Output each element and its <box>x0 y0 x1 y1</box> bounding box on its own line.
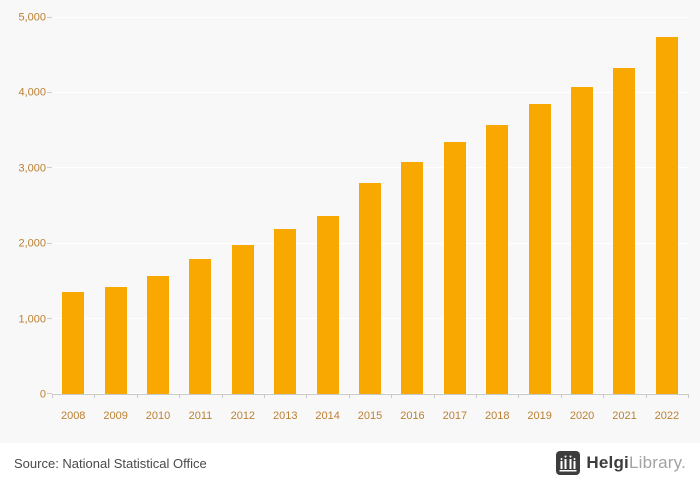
x-axis-tick <box>688 394 689 398</box>
y-tick-label: 5,000 <box>18 11 46 24</box>
x-tick-label: 2021 <box>612 410 637 422</box>
x-tick-label: 2009 <box>103 410 128 422</box>
bar-2022 <box>655 36 678 394</box>
bar-cell <box>518 18 560 394</box>
x-axis-tick <box>518 394 520 398</box>
y-axis: 0 1,000 2,000 3,000 4,000 5,000 <box>0 12 46 400</box>
bar-2010 <box>147 275 170 394</box>
gridline <box>52 92 688 94</box>
bars-container <box>52 18 688 394</box>
x-tick-label: 2019 <box>527 410 552 422</box>
bar-2018 <box>486 124 509 394</box>
bar-2021 <box>613 68 636 394</box>
footer: Source: National Statistical Office Helg… <box>0 443 700 483</box>
x-axis-tick <box>264 394 265 398</box>
x-axis: 2008 2009 2010 2011 2012 2013 2014 2015 2016 2017… <box>52 403 688 422</box>
x-tick-label: 2010 <box>145 410 171 422</box>
helgi-library-logo[interactable]: HelgiLibrary. <box>556 451 686 475</box>
x-axis-tick <box>603 394 605 398</box>
x-tick-label: 2013 <box>272 410 298 422</box>
x-axis-tick <box>179 394 181 398</box>
plot-area <box>47 17 689 398</box>
x-tick-label: 2018 <box>485 410 510 422</box>
bar-2020 <box>571 87 594 394</box>
logo-text: HelgiLibrary. <box>586 453 686 473</box>
bar-2013 <box>274 229 297 394</box>
y-axis-tick <box>47 92 52 94</box>
x-tick-label: 2016 <box>400 410 425 422</box>
bar-2016 <box>401 161 424 394</box>
x-axis-tick <box>560 394 562 398</box>
gridline <box>52 167 688 169</box>
bar-cell <box>306 18 348 394</box>
y-tick-label: 4,000 <box>18 86 46 99</box>
x-tick-label: 2014 <box>315 410 340 422</box>
x-tick-label: 2008 <box>60 410 86 422</box>
x-axis-tick <box>94 394 96 398</box>
y-axis-tick <box>47 393 52 394</box>
bar-2011 <box>189 259 212 394</box>
gridline <box>52 17 688 18</box>
helgi-logo-icon <box>556 451 581 475</box>
bar-cell <box>179 18 221 394</box>
bar-cell <box>264 18 306 394</box>
bar-cell <box>646 18 688 394</box>
x-axis-tick <box>221 394 223 398</box>
bar-cell <box>391 18 433 394</box>
bar-2009 <box>104 287 127 394</box>
bar-cell <box>476 18 518 394</box>
y-axis-tick <box>47 317 52 319</box>
x-axis-tick <box>476 394 477 398</box>
x-tick-label: 2017 <box>442 410 468 422</box>
x-axis-tick <box>52 394 53 398</box>
bar-2015 <box>359 182 382 394</box>
x-tick-label: 2020 <box>569 410 595 422</box>
x-axis-tick <box>645 394 647 398</box>
bar-cell <box>52 18 94 394</box>
x-axis-tick <box>306 394 308 398</box>
bar-2008 <box>62 292 85 394</box>
y-tick-label: 3,000 <box>18 162 46 175</box>
source-text: Source: National Statistical Office <box>14 455 207 471</box>
logo-text-dot: . <box>681 453 686 472</box>
bar-cell <box>137 18 179 394</box>
bar-2012 <box>231 245 254 394</box>
bar-cell <box>349 18 391 394</box>
y-tick-label: 0 <box>39 388 46 401</box>
y-axis-tick <box>47 17 52 18</box>
bar-cell <box>434 18 476 394</box>
bar-2017 <box>443 142 466 394</box>
x-tick-label: 2022 <box>654 410 680 422</box>
bar-chart: 0 1,000 2,000 3,000 4,000 5,000 2008 2009 2010 2… <box>0 12 689 422</box>
bar-cell <box>94 18 136 394</box>
bar-2019 <box>528 103 551 394</box>
x-axis-tick <box>136 394 138 398</box>
logo-text-library: Library <box>628 453 682 472</box>
bar-cell <box>561 18 603 394</box>
logo-text-helgi: Helgi <box>586 453 629 472</box>
x-tick-label: 2015 <box>357 410 383 422</box>
y-axis-tick <box>47 167 52 169</box>
y-tick-label: 1,000 <box>18 313 46 326</box>
x-axis-tick <box>348 394 350 398</box>
x-tick-label: 2012 <box>230 410 256 422</box>
x-axis-tick <box>391 394 393 398</box>
y-axis-tick <box>47 242 52 244</box>
x-tick-label: 2011 <box>188 410 213 422</box>
bar-2014 <box>316 215 339 394</box>
bar-cell <box>222 18 264 394</box>
bar-cell <box>603 18 645 394</box>
y-tick-label: 2,000 <box>18 237 46 250</box>
x-axis-tick <box>433 394 435 398</box>
